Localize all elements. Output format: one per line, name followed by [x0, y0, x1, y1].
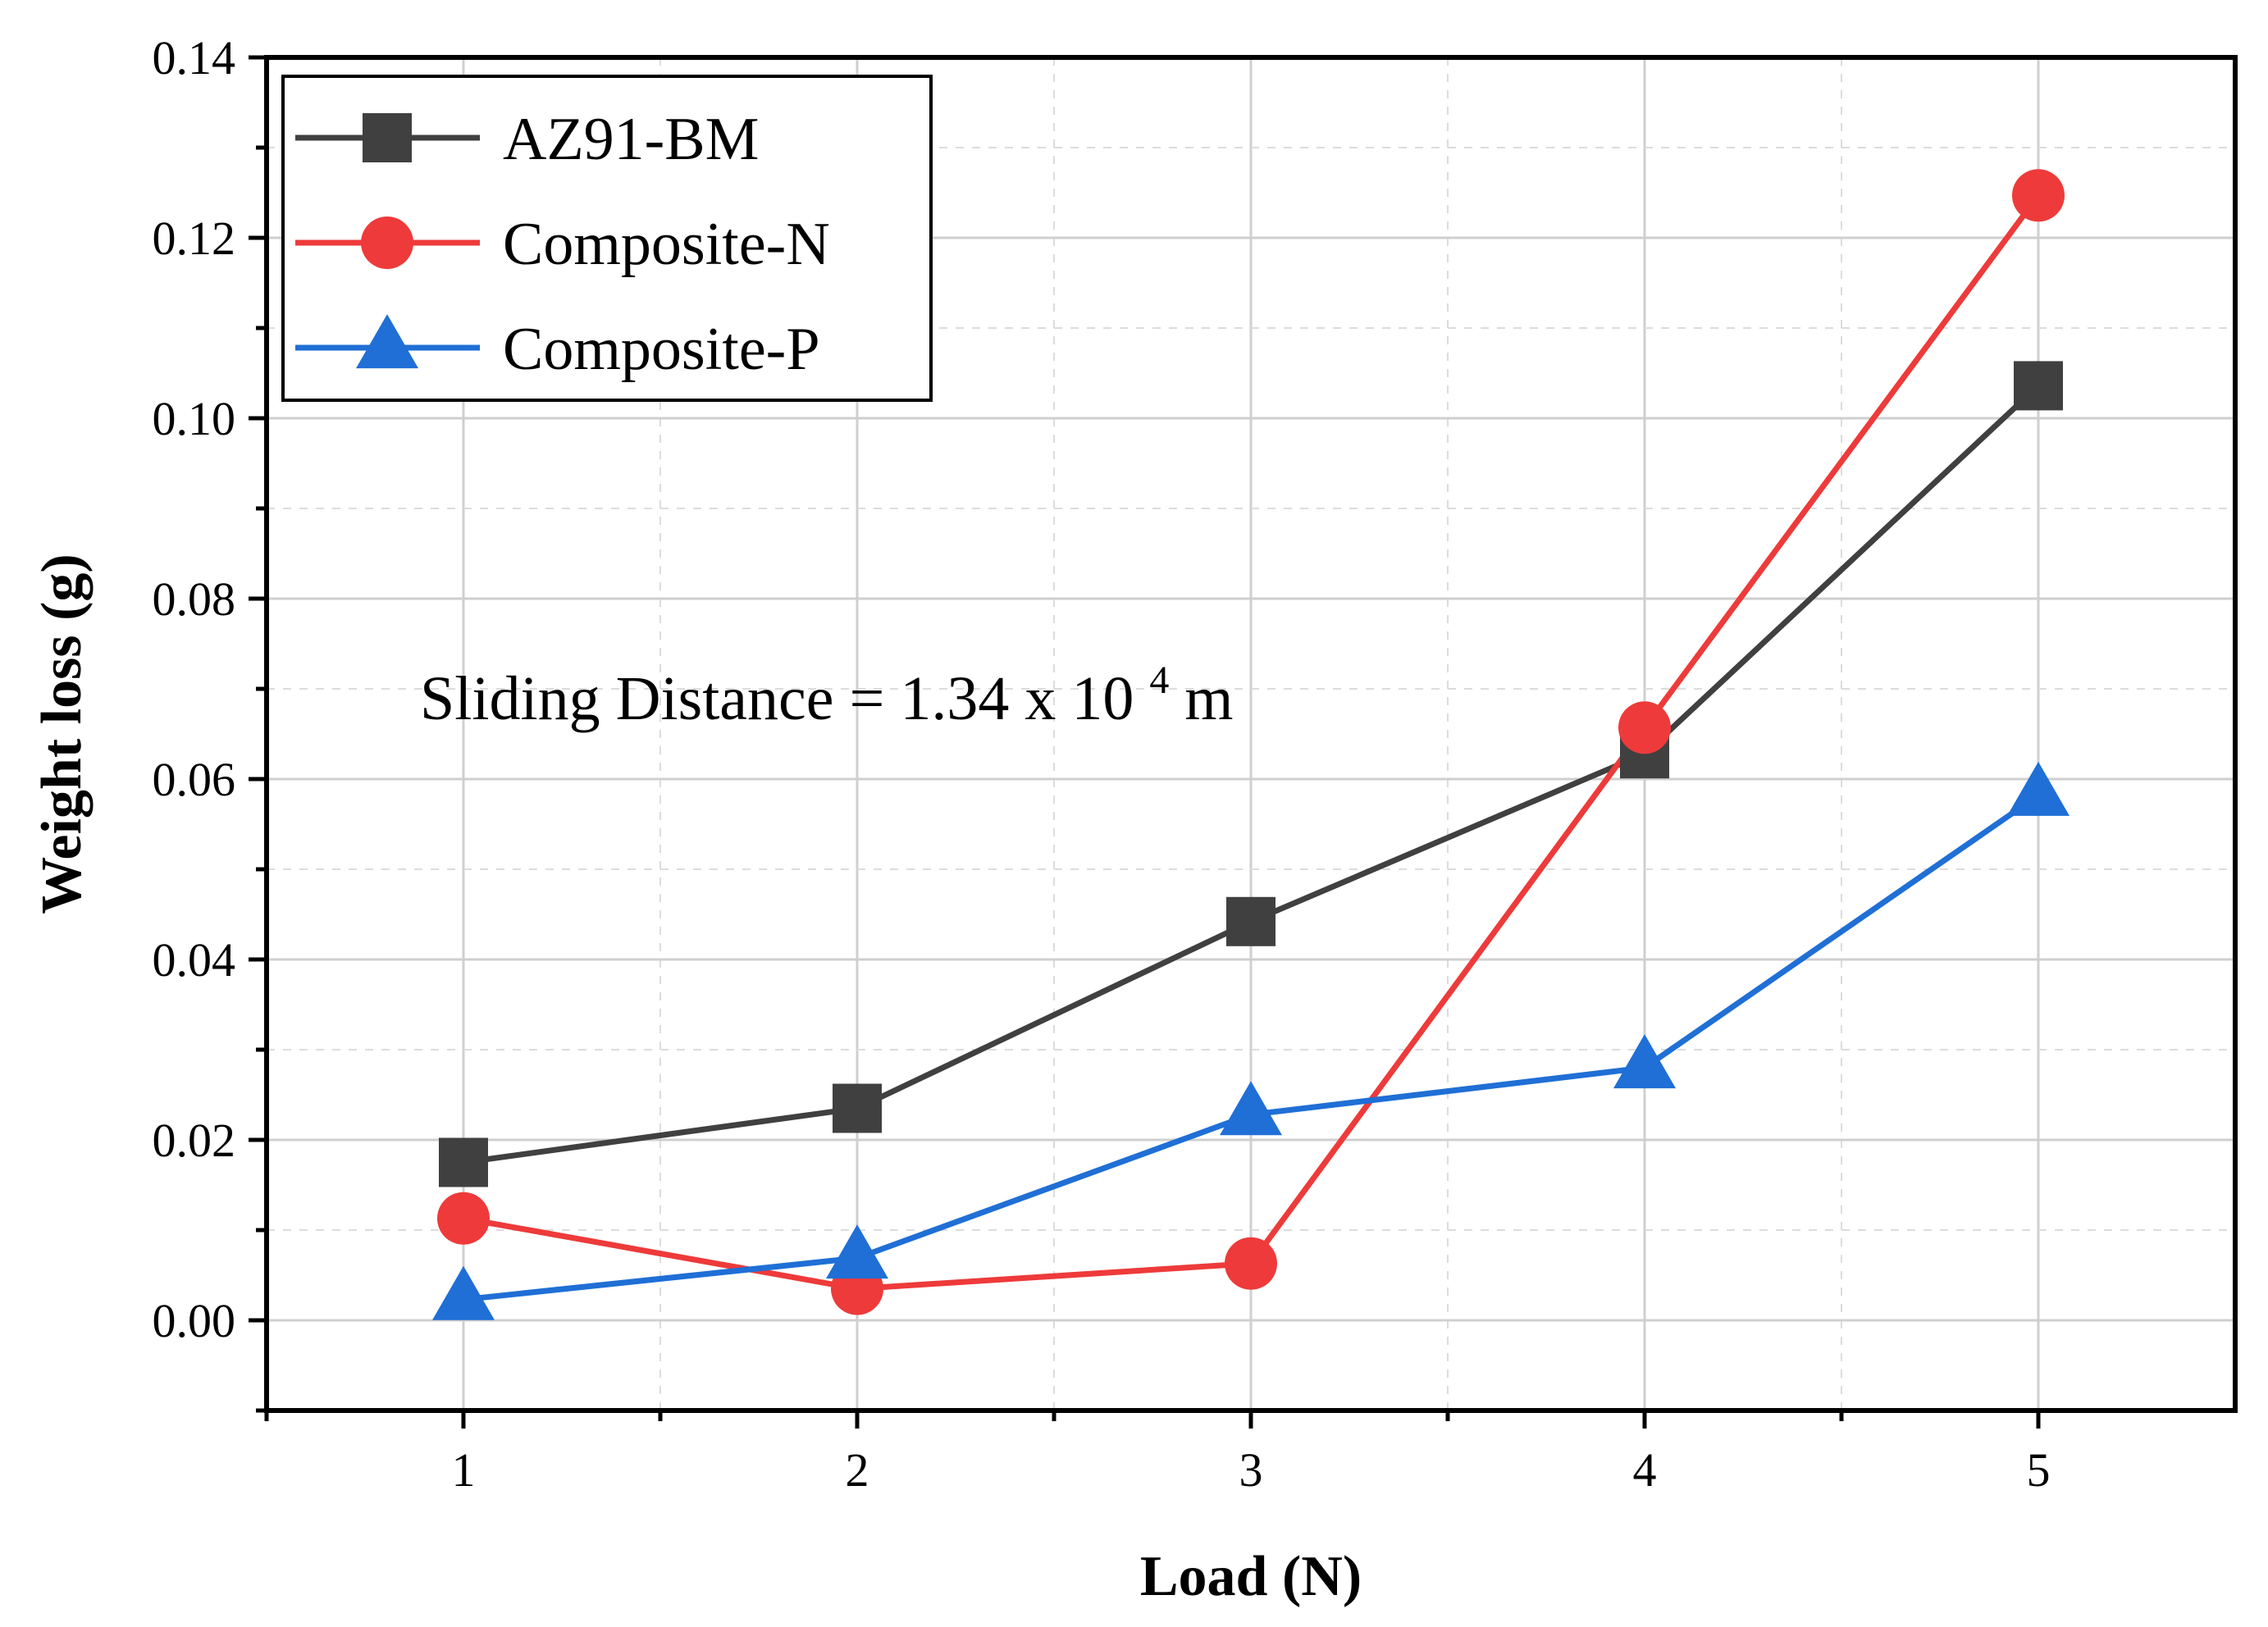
annotation-suffix: m	[1184, 664, 1233, 733]
y-axis-title: Weight loss (g)	[30, 554, 94, 914]
y-tick-label: 0.06	[153, 753, 236, 806]
legend: AZ91-BM Composite-N Composite-P	[281, 75, 933, 402]
axis-ticks: 1 2 3 4 5 0.00 0.02 0.04 0.06 0.08 0.10 0.12 0.14	[153, 31, 2051, 1497]
data-point-composite-p	[432, 1265, 495, 1320]
annotation-prefix: Sliding Distance = 1.34 x 10	[420, 664, 1134, 733]
annotation-exponent: 4	[1149, 659, 1169, 702]
legend-label: Composite-P	[503, 316, 819, 383]
data-point-az91-bm	[439, 1137, 488, 1187]
legend-marker	[363, 113, 412, 162]
y-tick-label: 0.08	[153, 572, 236, 626]
data-point-az91-bm	[2014, 361, 2063, 411]
data-point-composite-n	[1225, 1237, 1277, 1290]
data-point-composite-p	[826, 1224, 888, 1279]
y-tick-label: 0.00	[153, 1294, 236, 1347]
y-tick-label: 0.04	[153, 933, 236, 987]
data-point-composite-n	[1618, 701, 1671, 754]
series-group	[432, 169, 2069, 1320]
y-tick-label: 0.10	[153, 392, 236, 445]
legend-marker	[361, 216, 413, 269]
x-tick-label: 3	[1239, 1443, 1263, 1497]
legend-label: Composite-N	[503, 211, 830, 278]
data-point-composite-p	[2007, 761, 2069, 816]
legend-marker	[356, 314, 418, 369]
data-point-composite-n	[2012, 169, 2065, 222]
y-tick-label: 0.14	[153, 31, 236, 84]
x-axis-title: Load (N)	[1140, 1545, 1362, 1608]
y-tick-label: 0.02	[153, 1114, 236, 1167]
legend-label: AZ91-BM	[503, 106, 759, 173]
data-point-az91-bm	[1226, 896, 1275, 946]
x-tick-label: 2	[846, 1443, 869, 1497]
data-point-composite-p	[1220, 1081, 1282, 1136]
sliding-distance-annotation: Sliding Distance = 1.34 x 10 4 m	[420, 638, 1234, 733]
x-tick-label: 4	[1633, 1443, 1657, 1497]
data-point-composite-n	[437, 1192, 490, 1245]
x-tick-label: 1	[452, 1443, 476, 1497]
y-tick-label: 0.12	[153, 212, 236, 265]
x-tick-label: 5	[2027, 1443, 2051, 1497]
data-point-az91-bm	[833, 1083, 882, 1133]
data-point-composite-p	[1613, 1034, 1676, 1089]
